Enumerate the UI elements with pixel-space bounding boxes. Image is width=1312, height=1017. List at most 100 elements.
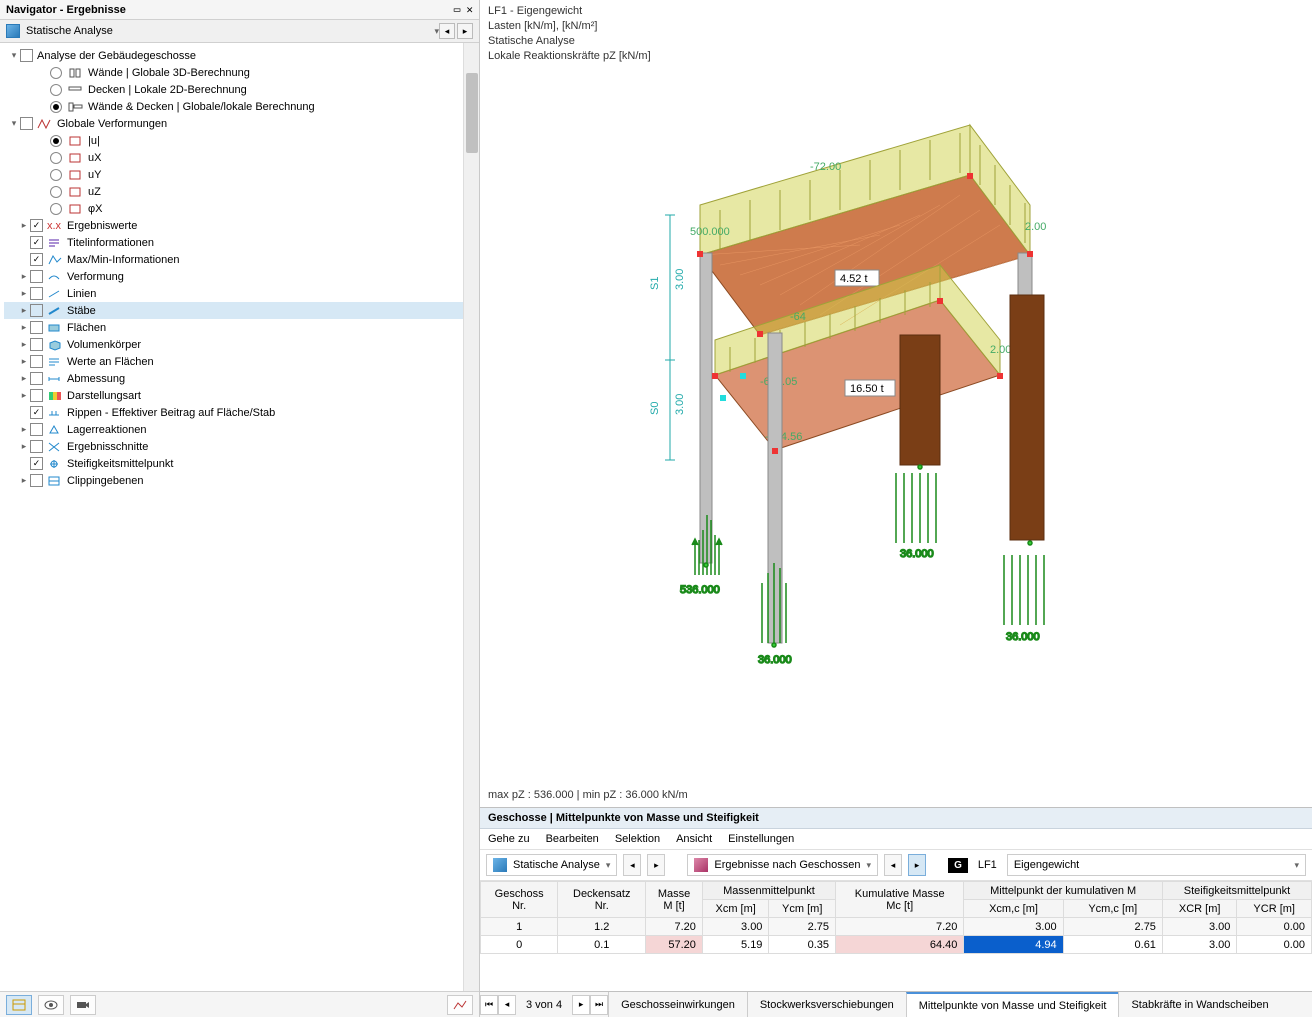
- first-page-button[interactable]: ⏮: [480, 995, 498, 1015]
- prev-page-button[interactable]: ◂: [498, 995, 516, 1015]
- viewport-3d[interactable]: LF1 - Eigengewicht Lasten [kN/m], [kN/m²…: [480, 0, 1312, 807]
- tree-maxmin[interactable]: ▸Max/Min-Informationen: [4, 251, 479, 268]
- checkbox[interactable]: [30, 304, 43, 317]
- checkbox[interactable]: [30, 270, 43, 283]
- close-icon[interactable]: ✕: [466, 3, 473, 16]
- caret-right-icon[interactable]: ▸: [18, 441, 30, 452]
- tree-walls-global[interactable]: Wände | Globale 3D-Berechnung: [4, 64, 479, 81]
- radio[interactable]: [50, 169, 62, 181]
- caret-right-icon[interactable]: ▸: [18, 220, 30, 231]
- checkbox[interactable]: [30, 287, 43, 300]
- tree-verformung[interactable]: ▸Verformung: [4, 268, 479, 285]
- tree-phix[interactable]: φX: [4, 200, 479, 217]
- tree-scrollbar[interactable]: [463, 43, 479, 991]
- tree-abmessung[interactable]: ▸Abmessung: [4, 370, 479, 387]
- caret-right-icon[interactable]: ▸: [18, 424, 30, 435]
- checkbox[interactable]: [20, 49, 33, 62]
- undock-icon[interactable]: ▭: [454, 3, 461, 16]
- caret-right-icon[interactable]: ▸: [18, 271, 30, 282]
- menu-settings[interactable]: Einstellungen: [728, 833, 794, 845]
- checkbox[interactable]: [20, 117, 33, 130]
- radio-selected[interactable]: [50, 135, 62, 147]
- th-geschoss[interactable]: Geschoss Nr.: [481, 882, 558, 918]
- view-mode-chart-button[interactable]: [447, 995, 473, 1015]
- menu-goto[interactable]: Gehe zu: [488, 833, 530, 845]
- caret-right-icon[interactable]: ▸: [18, 356, 30, 367]
- checkbox[interactable]: [30, 321, 43, 334]
- tab-stockwerksverschiebungen[interactable]: Stockwerksverschiebungen: [747, 992, 906, 1017]
- tree-ergebniswerte[interactable]: ▸x.xErgebniswerte: [4, 217, 479, 234]
- caret-down-icon[interactable]: ▾: [8, 118, 20, 129]
- th-xcmc[interactable]: Xcm,c [m]: [964, 900, 1063, 918]
- th-ycr[interactable]: YCR [m]: [1237, 900, 1312, 918]
- tree-darstellung[interactable]: ▸Darstellungsart: [4, 387, 479, 404]
- checkbox[interactable]: [30, 372, 43, 385]
- tree-uy[interactable]: uY: [4, 166, 479, 183]
- tree-walls-slabs-global[interactable]: Wände & Decken | Globale/lokale Berechnu…: [4, 98, 479, 115]
- tree-uz[interactable]: uZ: [4, 183, 479, 200]
- menu-edit[interactable]: Bearbeiten: [546, 833, 599, 845]
- checkbox[interactable]: [30, 423, 43, 436]
- tree-volumen[interactable]: ▸Volumenkörper: [4, 336, 479, 353]
- radio[interactable]: [50, 67, 62, 79]
- tree-slabs-local[interactable]: Decken | Lokale 2D-Berechnung: [4, 81, 479, 98]
- checkbox-checked[interactable]: [30, 457, 43, 470]
- checkbox[interactable]: [30, 389, 43, 402]
- tab-mittelpunkte[interactable]: Mittelpunkte von Masse und Steifigkeit: [906, 992, 1119, 1017]
- th-massenmittel[interactable]: Massenmittelpunkt: [702, 882, 835, 900]
- radio[interactable]: [50, 203, 62, 215]
- tree-werte[interactable]: ▸Werte an Flächen: [4, 353, 479, 370]
- prev2-button[interactable]: ◂: [884, 854, 902, 876]
- caret-right-icon[interactable]: ▸: [18, 322, 30, 333]
- menu-select[interactable]: Selektion: [615, 833, 660, 845]
- prev-button[interactable]: ◂: [623, 854, 641, 876]
- caret-right-icon[interactable]: ▸: [18, 288, 30, 299]
- checkbox[interactable]: [30, 474, 43, 487]
- tree-titel[interactable]: ▸Titelinformationen: [4, 234, 479, 251]
- th-mittelkum[interactable]: Mittelpunkt der kumulativen M: [964, 882, 1163, 900]
- tree-rippen[interactable]: ▸Rippen - Effektiver Beitrag auf Fläche/…: [4, 404, 479, 421]
- th-xcr[interactable]: XCR [m]: [1162, 900, 1236, 918]
- radio[interactable]: [50, 152, 62, 164]
- th-xcm[interactable]: Xcm [m]: [702, 900, 769, 918]
- radio-selected[interactable]: [50, 101, 62, 113]
- table-row[interactable]: 1 1.2 7.20 3.00 2.75 7.20 3.00 2.75 3.00…: [481, 918, 1312, 936]
- tree-schnitte[interactable]: ▸Ergebnisschnitte: [4, 438, 479, 455]
- caret-right-icon[interactable]: ▸: [18, 339, 30, 350]
- tree-steifigkeit[interactable]: ▸Steifigkeitsmittelpunkt: [4, 455, 479, 472]
- last-page-button[interactable]: ⏭: [590, 995, 608, 1015]
- caret-right-icon[interactable]: ▸: [18, 475, 30, 486]
- tree-flaechen[interactable]: ▸Flächen: [4, 319, 479, 336]
- caret-right-icon[interactable]: ▸: [18, 305, 30, 316]
- view-mode-camera-button[interactable]: [70, 995, 96, 1015]
- lf-name-dropdown[interactable]: Eigengewicht ▾: [1007, 854, 1306, 876]
- tree-building-analysis[interactable]: ▾ Analyse der Gebäudegeschosse: [4, 47, 479, 64]
- caret-down-icon[interactable]: ▾: [8, 50, 20, 61]
- next-analysis-button[interactable]: ▸: [457, 23, 473, 39]
- tree-clipping[interactable]: ▸Clippingebenen: [4, 472, 479, 489]
- next2-button[interactable]: ▸: [908, 854, 926, 876]
- tab-geschosseinwirkungen[interactable]: Geschosseinwirkungen: [608, 992, 747, 1017]
- checkbox-checked[interactable]: [30, 253, 43, 266]
- table-row[interactable]: 0 0.1 57.20 5.19 0.35 64.40 4.94 0.61 3.…: [481, 936, 1312, 954]
- th-steifmittel[interactable]: Steifigkeitsmittelpunkt: [1162, 882, 1311, 900]
- checkbox[interactable]: [30, 338, 43, 351]
- th-ycm[interactable]: Ycm [m]: [769, 900, 836, 918]
- checkbox[interactable]: [30, 355, 43, 368]
- menu-view[interactable]: Ansicht: [676, 833, 712, 845]
- prev-analysis-button[interactable]: ◂: [439, 23, 455, 39]
- checkbox-checked[interactable]: [30, 406, 43, 419]
- tab-stabkraefte[interactable]: Stabkräfte in Wandscheiben: [1118, 992, 1280, 1017]
- checkbox-checked[interactable]: [30, 219, 43, 232]
- navigator-analysis-dropdown[interactable]: Statische Analyse ▾ ◂ ▸: [0, 20, 479, 43]
- tree-ux[interactable]: uX: [4, 149, 479, 166]
- tree-u[interactable]: |u|: [4, 132, 479, 149]
- view-mode-eye-button[interactable]: [38, 995, 64, 1015]
- th-kummasse[interactable]: Kumulative Masse Mc [t]: [836, 882, 964, 918]
- th-ycmc[interactable]: Ycm,c [m]: [1063, 900, 1162, 918]
- radio[interactable]: [50, 84, 62, 96]
- radio[interactable]: [50, 186, 62, 198]
- checkbox-checked[interactable]: [30, 236, 43, 249]
- tree-staebe[interactable]: ▸Stäbe: [4, 302, 479, 319]
- caret-right-icon[interactable]: ▸: [18, 390, 30, 401]
